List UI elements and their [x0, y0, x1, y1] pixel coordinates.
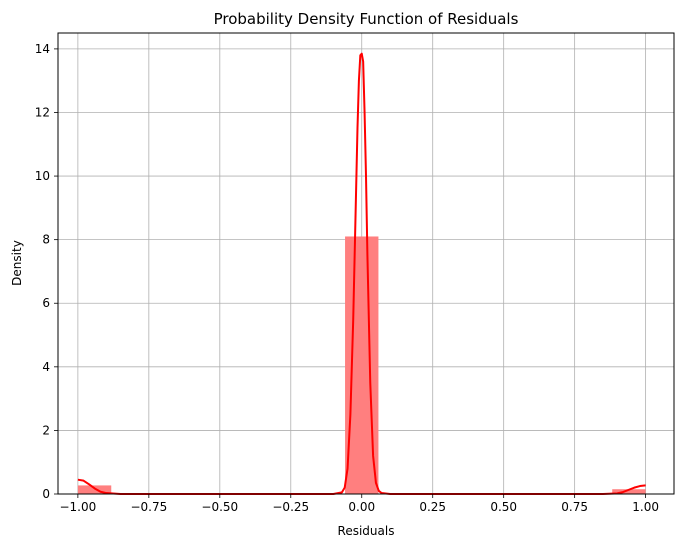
y-tick-label: 4: [42, 360, 50, 374]
x-tick-label: 0.00: [348, 500, 375, 514]
y-tick-label: 12: [35, 105, 50, 119]
x-tick-label: 0.50: [490, 500, 517, 514]
histogram-bars: [77, 236, 646, 494]
chart-title: Probability Density Function of Residual…: [214, 10, 519, 28]
plot-frame: [57, 32, 675, 495]
y-tick-label: 0: [42, 487, 50, 501]
x-axis: −1.00 −0.75 −0.50 −0.25 0.00 0.25 0.50 0.75 1.00: [59, 494, 659, 514]
x-tick-label: −1.00: [59, 500, 96, 514]
y-tick-label: 14: [35, 42, 50, 56]
x-tick-label: −0.75: [130, 500, 167, 514]
x-tick-label: −0.25: [272, 500, 309, 514]
y-axis-title: Density: [10, 240, 24, 286]
x-tick-label: −0.50: [201, 500, 238, 514]
x-axis-title: Residuals: [338, 524, 395, 538]
y-axis: 0 2 4 6 8 10 12 14: [35, 42, 58, 501]
histogram-bar: [612, 489, 646, 494]
x-tick-label: 0.25: [419, 500, 446, 514]
y-tick-label: 8: [42, 233, 50, 247]
x-tick-label: 1.00: [632, 500, 659, 514]
y-tick-label: 2: [42, 423, 50, 437]
y-tick-label: 10: [35, 169, 50, 183]
histogram-bar: [77, 485, 112, 494]
x-tick-label: 0.75: [561, 500, 588, 514]
y-tick-label: 6: [42, 296, 50, 310]
